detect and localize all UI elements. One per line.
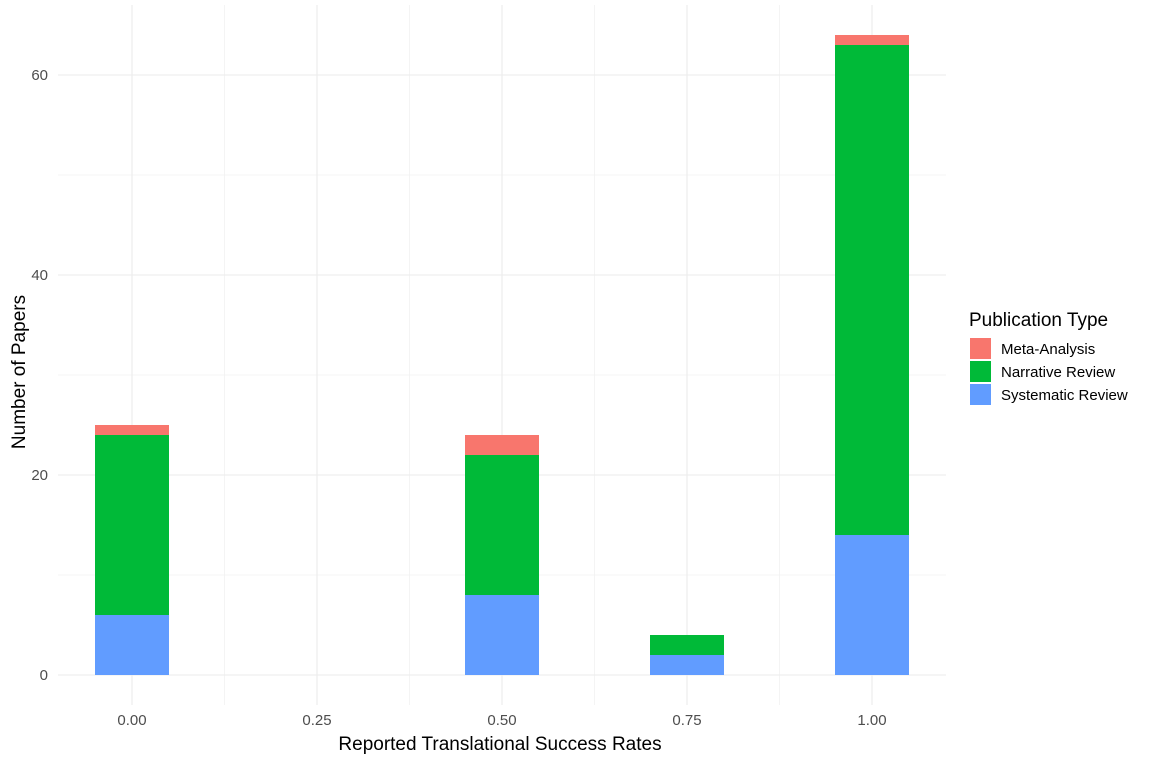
x-axis-ticks: 0.00 0.25 0.50 0.75 1.00 <box>117 712 886 729</box>
legend: Publication Type Meta-Analysis Narrative … <box>969 310 1128 405</box>
bar-segment-systematic-review <box>95 615 169 675</box>
x-tick-label: 1.00 <box>857 712 886 729</box>
y-tick-label: 20 <box>31 467 48 484</box>
bar-segment-narrative-review <box>835 45 909 535</box>
legend-swatch <box>970 384 991 405</box>
x-tick-label: 0.50 <box>487 712 516 729</box>
y-tick-label: 60 <box>31 67 48 84</box>
bar-segment-narrative-review <box>465 455 539 595</box>
x-tick-label: 0.25 <box>302 712 331 729</box>
y-tick-label: 40 <box>31 267 48 284</box>
legend-label: Meta-Analysis <box>1001 341 1095 358</box>
x-tick-label: 0.75 <box>672 712 701 729</box>
bar-segment-narrative-review <box>650 635 724 655</box>
bar-segment-meta-analysis <box>465 435 539 455</box>
y-axis-title: Number of Papers <box>9 295 30 449</box>
legend-swatch <box>970 338 991 359</box>
bar-segment-systematic-review <box>835 535 909 675</box>
legend-title: Publication Type <box>969 310 1108 331</box>
bar-segment-narrative-review <box>95 435 169 615</box>
bar-segment-meta-analysis <box>95 425 169 435</box>
x-axis-title: Reported Translational Success Rates <box>338 734 661 755</box>
bar-segment-systematic-review <box>650 655 724 675</box>
legend-swatch <box>970 361 991 382</box>
y-tick-label: 0 <box>40 667 48 684</box>
legend-items: Meta-Analysis Narrative Review Systematic … <box>970 338 1128 405</box>
legend-label: Systematic Review <box>1001 387 1128 404</box>
x-tick-label: 0.00 <box>117 712 146 729</box>
legend-label: Narrative Review <box>1001 364 1115 381</box>
bar-segment-meta-analysis <box>835 35 909 45</box>
bar-segment-systematic-review <box>465 595 539 675</box>
bars <box>95 35 909 675</box>
y-axis-ticks: 0 20 40 60 <box>31 67 48 684</box>
